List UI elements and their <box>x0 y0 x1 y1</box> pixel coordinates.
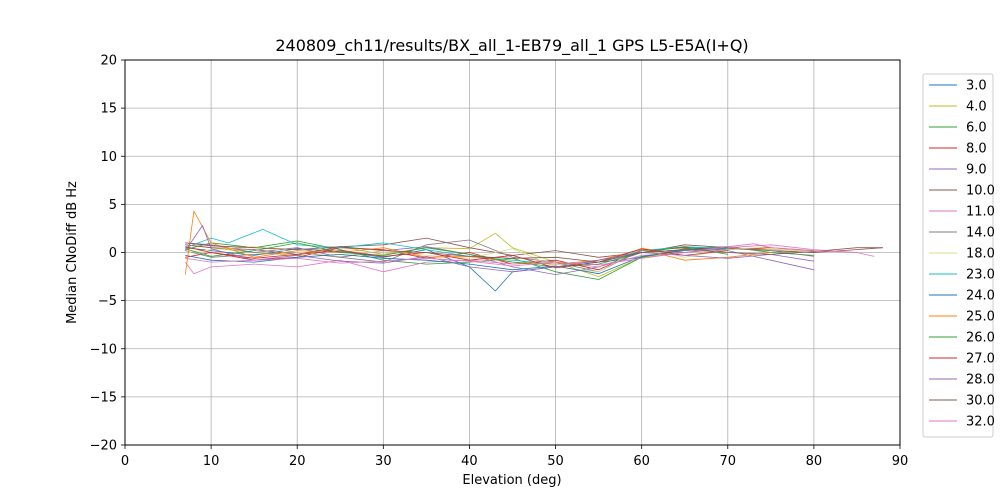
x-tick-label: 50 <box>547 454 564 469</box>
series-line-27.0 <box>185 246 728 269</box>
x-tick-label: 60 <box>633 454 650 469</box>
x-tick-label: 80 <box>806 454 823 469</box>
legend-label: 14.0 <box>966 226 995 241</box>
series-line-30.0 <box>185 242 883 263</box>
legend-label: 25.0 <box>966 310 995 325</box>
series-line-10.0 <box>185 237 883 258</box>
legend-label: 3.0 <box>966 79 987 94</box>
x-tick-label: 90 <box>892 454 909 469</box>
legend-label: 24.0 <box>966 289 995 304</box>
y-tick-label: 0 <box>109 246 117 261</box>
legend-label: 10.0 <box>966 184 995 199</box>
y-axis-label: Median CNoDiff dB Hz <box>65 181 80 324</box>
x-tick-label: 10 <box>203 454 220 469</box>
y-tick-label: −15 <box>90 390 117 405</box>
y-tick-label: 10 <box>100 150 117 165</box>
x-tick-label: 30 <box>375 454 392 469</box>
x-tick-label: 0 <box>121 454 129 469</box>
series-line-32.0 <box>185 243 857 267</box>
series-line-23.0 <box>185 228 728 265</box>
y-tick-label: −5 <box>98 294 117 309</box>
legend-label: 18.0 <box>966 247 995 262</box>
legend-label: 6.0 <box>966 121 987 136</box>
y-tick-label: −20 <box>90 439 117 454</box>
y-tick-label: 15 <box>100 102 117 117</box>
legend-label: 28.0 <box>966 373 995 388</box>
legend-label: 9.0 <box>966 163 987 178</box>
legend-label: 23.0 <box>966 268 995 283</box>
legend-box <box>922 73 994 438</box>
legend-label: 26.0 <box>966 331 995 346</box>
legend-label: 32.0 <box>966 415 995 430</box>
x-tick-label: 70 <box>720 454 737 469</box>
legend-label: 8.0 <box>966 142 987 157</box>
legend-label: 4.0 <box>966 100 987 115</box>
y-tick-label: −10 <box>90 342 117 357</box>
y-tick-label: 5 <box>109 198 117 213</box>
series-line-25.0 <box>184 210 771 275</box>
series-lines <box>184 210 883 292</box>
series-line-28.0 <box>184 225 814 273</box>
x-tick-label: 20 <box>289 454 306 469</box>
chart-title: 240809_ch11/results/BX_all_1-EB79_all_1 … <box>275 36 748 56</box>
x-tick-label: 40 <box>461 454 478 469</box>
legend-label: 11.0 <box>966 205 995 220</box>
legend-label: 27.0 <box>966 352 995 367</box>
legend: 3.0 4.0 6.0 8.0 9.0 10.0 11.0 14.0 18.0 23.0 24.0 2… <box>922 73 995 438</box>
x-axis-label: Elevation (deg) <box>462 473 561 488</box>
legend-label: 30.0 <box>966 394 995 409</box>
y-tick-label: 20 <box>100 54 117 69</box>
series-line-11.0 <box>184 244 875 275</box>
